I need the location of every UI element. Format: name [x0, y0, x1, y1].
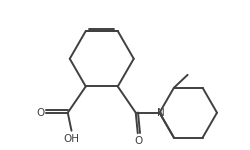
Text: OH: OH [63, 134, 79, 144]
Text: N: N [156, 108, 164, 118]
Text: O: O [36, 108, 44, 118]
Text: O: O [134, 136, 142, 146]
